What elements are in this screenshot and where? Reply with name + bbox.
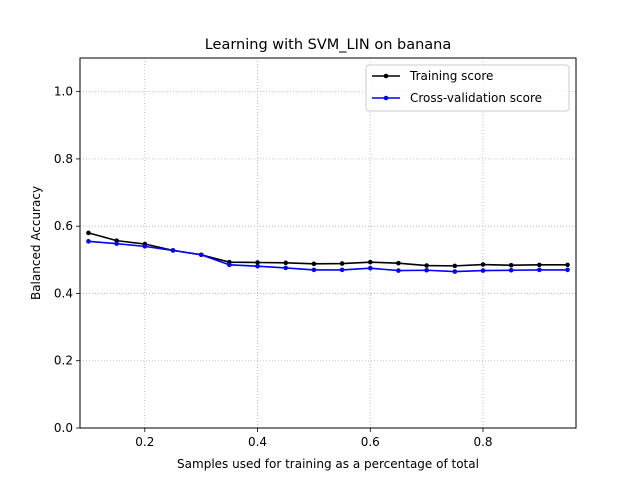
legend-marker-cross-validation [383,95,389,101]
data-point-training [537,262,542,268]
data-point-cross-validation [508,267,514,273]
data-point-cross-validation [367,265,373,271]
x-tick-label: 0.2 [135,435,154,449]
data-point-training [86,230,91,236]
data-point-training [565,262,570,268]
x-axis-label: Samples used for training as a percentag… [177,457,479,471]
data-point-training [311,261,317,267]
data-point-cross-validation [424,267,429,273]
data-point-training [396,260,401,266]
data-point-cross-validation [480,268,486,273]
data-point-training [283,260,289,266]
data-point-training [255,260,260,265]
data-point-cross-validation [198,252,204,258]
legend-marker-training [383,73,389,79]
data-point-cross-validation [339,267,345,273]
legend-label-training: Training score [409,69,493,83]
data-point-cross-validation [114,241,119,246]
x-tick-label: 0.8 [473,435,492,449]
legend-box [365,64,570,112]
data-point-cross-validation [170,248,176,253]
y-axis-label: Balanced Accuracy [29,186,43,300]
data-point-cross-validation [283,265,289,271]
legend-label-cross-validation: Cross-validation score [410,91,542,105]
data-point-training [508,262,514,268]
data-point-cross-validation [452,269,458,274]
data-point-training [424,263,429,268]
legend: Training score Cross-validation score [365,64,570,112]
data-point-training [452,263,458,269]
axis-ticks: 0.2 0.4 0.6 0.8 0.0 0.2 0.4 0.6 0.8 1.0 [54,85,493,449]
y-tick-label: 0.0 [54,421,73,435]
data-point-cross-validation [537,267,542,273]
data-point-training [480,262,486,267]
series-layer [86,230,570,274]
data-point-training [339,261,345,266]
data-point-training [367,259,373,265]
data-point-cross-validation [227,262,232,268]
x-tick-label: 0.4 [248,435,267,449]
data-point-cross-validation [255,263,260,269]
y-tick-label: 1.0 [54,85,73,99]
plot-frame [79,57,577,429]
chart-title: Learning with SVM_LIN on banana [205,37,452,53]
data-point-cross-validation [565,267,570,273]
data-point-cross-validation [311,267,317,273]
series-line-cross-validation [88,240,568,273]
y-tick-label: 0.4 [54,286,73,300]
data-point-cross-validation [142,244,148,249]
x-tick-label: 0.6 [361,435,380,449]
y-tick-label: 0.6 [54,219,73,233]
data-point-cross-validation [86,239,91,244]
y-tick-label: 0.8 [54,152,73,166]
series-cross-validation [86,239,570,274]
data-point-cross-validation [396,268,401,273]
y-tick-label: 0.2 [54,354,73,368]
